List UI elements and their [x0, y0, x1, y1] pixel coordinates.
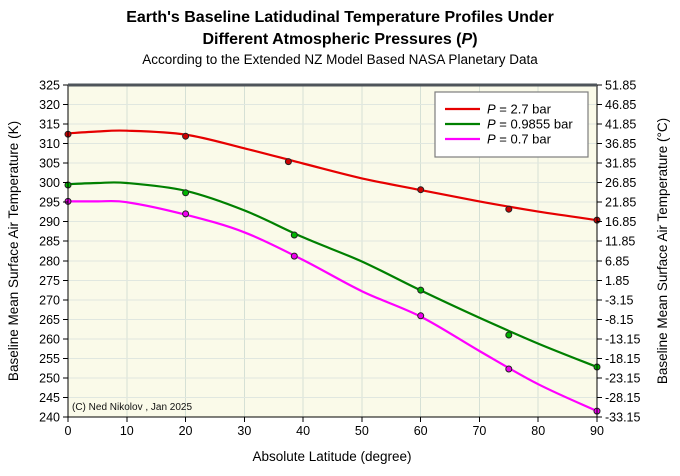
- x-tick-label: 90: [590, 424, 604, 438]
- data-point: [505, 331, 513, 339]
- y-tick-label-left: 295: [39, 196, 60, 210]
- y-axis-label-left: Baseline Mean Surface Air Temperature (K…: [6, 121, 21, 381]
- x-tick-label: 80: [531, 424, 545, 438]
- y-tick-label-left: 260: [39, 332, 60, 346]
- axis-ticks: [63, 84, 602, 422]
- y-tick-label-right: 6.85: [605, 254, 629, 268]
- y-tick-label-right: -23.15: [605, 371, 640, 385]
- data-point: [417, 286, 425, 294]
- chart-subtitle: According to the Extended NZ Model Based…: [142, 52, 538, 67]
- y-tick-label-left: 270: [39, 293, 60, 307]
- y-tick-label-left: 245: [39, 391, 60, 405]
- data-point: [505, 205, 513, 213]
- x-tick-label: 0: [65, 424, 72, 438]
- y-tick-label-left: 255: [39, 352, 60, 366]
- data-point: [182, 132, 190, 140]
- y-tick-label-right: 21.85: [605, 196, 636, 210]
- y-tick-label-right: 11.85: [605, 235, 635, 249]
- chart-title-line1: Earth's Baseline Latidudinal Temperature…: [126, 9, 554, 26]
- data-point: [505, 365, 513, 373]
- series-line-2: [66, 181, 599, 369]
- y-tick-label-right: -8.15: [605, 313, 634, 327]
- x-tick-labels: 0 10 20 30 40 50 60 70 80 90: [65, 424, 604, 438]
- y-tick-label-left: 320: [39, 98, 60, 112]
- y-tick-label-left: 325: [39, 79, 60, 93]
- series-line-1: [66, 129, 599, 222]
- y-tick-label-right: -3.15: [605, 293, 634, 307]
- legend-label: P = 2.7 bar: [487, 102, 552, 117]
- x-tick-label: 10: [120, 424, 134, 438]
- y-tick-label-left: 310: [39, 137, 60, 151]
- y-tick-label-right: -33.15: [605, 411, 640, 425]
- y-tick-label-left: 285: [39, 235, 60, 249]
- data-point: [417, 312, 425, 320]
- y-tick-label-right: 46.85: [605, 98, 636, 112]
- x-tick-label: 60: [414, 424, 428, 438]
- x-axis-label: Absolute Latitude (degree): [252, 449, 411, 464]
- plot-top-border-band: [68, 83, 597, 87]
- legend-label: P = 0.9855 bar: [487, 117, 573, 132]
- y-tick-labels-right: 51.85 46.85 41.85 36.85 31.85 26.85 21.85 16.85…: [605, 79, 640, 425]
- data-point: [417, 186, 425, 194]
- y-tick-label-right: -13.15: [605, 332, 640, 346]
- legend-label: P = 0.7 bar: [487, 132, 552, 147]
- y-tick-label-left: 305: [39, 157, 60, 171]
- y-tick-label-right: 36.85: [605, 137, 636, 151]
- data-point: [284, 158, 292, 166]
- copyright-note: (C) Ned Nikolov , Jan 2025: [72, 402, 192, 413]
- data-point: [182, 189, 190, 197]
- y-tick-label-right: -18.15: [605, 352, 640, 366]
- x-tick-label: 20: [179, 424, 193, 438]
- y-tick-label-right: 51.85: [605, 79, 636, 93]
- y-tick-label-left: 265: [39, 313, 60, 327]
- series-curves: [66, 129, 599, 413]
- y-tick-label-right: 16.85: [605, 215, 636, 229]
- y-tick-label-left: 250: [39, 371, 60, 385]
- y-tick-label-left: 315: [39, 118, 60, 132]
- x-tick-label: 30: [237, 424, 251, 438]
- y-tick-label-right: 1.85: [605, 274, 629, 288]
- x-tick-label: 50: [355, 424, 369, 438]
- y-tick-label-right: 26.85: [605, 176, 636, 190]
- chart-title-line2: Different Atmospheric Pressures (P): [202, 31, 477, 48]
- x-tick-label: 40: [296, 424, 310, 438]
- series-line-3: [66, 199, 599, 413]
- y-tick-label-left: 240: [39, 411, 60, 425]
- y-tick-labels-left: 325 320 315 310 305 300 295 290 285 280 275 270 265 2…: [39, 79, 60, 425]
- y-tick-label-right: -28.15: [605, 391, 640, 405]
- y-tick-label-left: 275: [39, 274, 60, 288]
- data-point: [290, 252, 298, 260]
- y-tick-label-right: 31.85: [605, 157, 636, 171]
- data-point: [182, 210, 190, 218]
- x-tick-label: 70: [472, 424, 486, 438]
- y-tick-label-left: 300: [39, 176, 60, 190]
- y-axis-label-right: Baseline Mean Surface Air Temperature (°…: [655, 118, 670, 384]
- data-point: [290, 231, 298, 239]
- y-tick-label-right: 41.85: [605, 118, 636, 132]
- y-tick-label-left: 290: [39, 215, 60, 229]
- y-tick-label-left: 280: [39, 254, 60, 268]
